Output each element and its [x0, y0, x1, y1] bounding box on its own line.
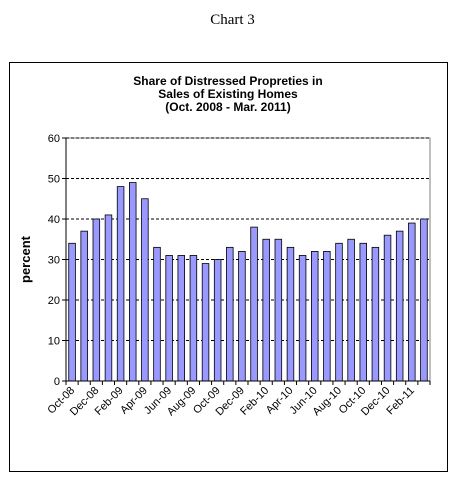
bar-Oct-10 — [359, 242, 367, 382]
bar-Aug-10 — [335, 242, 343, 382]
bar-Jun-10 — [310, 250, 319, 382]
bar-Dec-09 — [238, 250, 246, 382]
bar-Jan-11 — [395, 230, 404, 382]
bar-Apr-09 — [141, 198, 149, 382]
bar-Oct-09 — [213, 259, 222, 382]
bar-Mar-09 — [129, 182, 137, 382]
y-tick-label: 30 — [48, 255, 60, 267]
bar-Mar-11 — [420, 218, 428, 382]
bar-May-10 — [298, 255, 307, 382]
y-tick-label: 20 — [48, 295, 60, 307]
bar-Apr-10 — [286, 246, 295, 382]
bar-Feb-09 — [116, 186, 125, 382]
bar-Nov-08 — [80, 230, 88, 382]
bar-Jun-09 — [165, 255, 173, 382]
bar-Jan-10 — [250, 226, 258, 382]
bar-Sep-09 — [201, 263, 210, 382]
y-tick-labels: 0 10 20 30 40 50 60 — [48, 133, 60, 388]
y-axis-label: percent — [18, 235, 33, 283]
axes — [62, 137, 431, 385]
page-title: Chart 3 — [210, 12, 255, 28]
bars — [68, 182, 428, 382]
bar-Jan-09 — [104, 214, 113, 382]
bar-Jul-09 — [177, 255, 185, 382]
x-tick-label: Feb-11 — [384, 385, 417, 418]
bar-Feb-11 — [408, 222, 416, 382]
bar-Mar-10 — [274, 238, 283, 382]
bar-May-09 — [153, 246, 161, 382]
bar-Nov-10 — [371, 246, 380, 382]
bar-Jul-10 — [323, 250, 331, 382]
bar-Nov-09 — [226, 246, 234, 382]
y-tick-label: 40 — [48, 214, 60, 226]
y-tick-label: 10 — [48, 336, 60, 348]
chart-frame: Share of Distressed Propreties in Sales o… — [9, 62, 448, 472]
x-tick-labels: Oct-08Dec-08Feb-09Apr-09Jun-09Aug-09Oct-… — [45, 385, 417, 419]
bar-Oct-08 — [68, 242, 76, 382]
chart-title-line: Sales of Existing Homes — [158, 87, 298, 101]
bar-Dec-08 — [92, 218, 101, 382]
gridlines — [66, 137, 430, 341]
chart-title-line: Share of Distressed Propreties in — [133, 74, 322, 88]
chart-title-line: (Oct. 2008 - Mar. 2011) — [165, 100, 290, 114]
bar-Sep-10 — [347, 238, 355, 382]
y-tick-label: 60 — [48, 133, 60, 145]
y-tick-label: 0 — [54, 376, 60, 388]
bar-Aug-09 — [189, 255, 198, 382]
bar-Dec-10 — [383, 234, 392, 382]
y-tick-label: 50 — [48, 174, 60, 186]
bar-Feb-10 — [262, 238, 270, 382]
